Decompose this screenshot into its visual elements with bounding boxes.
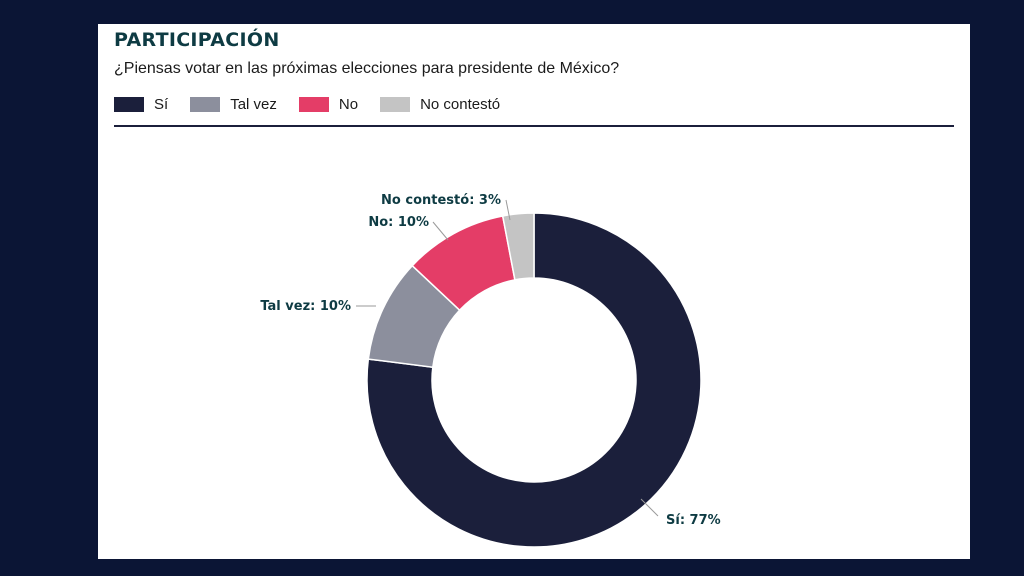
leader-line-si (640, 498, 659, 517)
legend-item-no-contesto: No contestó (380, 96, 500, 113)
leader-line-no-contesto (505, 199, 511, 221)
leader-line-no (432, 221, 449, 241)
legend-label-tal-vez: Tal vez (230, 95, 277, 113)
legend-label-no-contesto: No contestó (420, 95, 501, 113)
header-divider (114, 125, 954, 127)
data-label-si: Sí: 77% (666, 513, 721, 528)
legend-swatch-no-contesto (380, 96, 411, 112)
slice-no-contesto (501, 212, 535, 281)
chart-subtitle: ¿Piensas votar en las próximas eleccione… (114, 60, 620, 77)
chart-panel: PARTICIPACIÓN ¿Piensas votar en las próx… (98, 24, 970, 559)
legend-item-tal-vez: Tal vez (190, 96, 277, 113)
data-label-tal-vez: Tal vez: 10% (260, 299, 351, 314)
donut-chart: Sí: 77% Tal vez: 10% No: 10% No contestó: 3… (260, 193, 721, 548)
legend-label-no: No (338, 95, 359, 113)
chart-title: PARTICIPACIÓN (114, 29, 280, 51)
legend-swatch-si (114, 96, 144, 112)
legend-item-no: No (298, 95, 359, 113)
legend-swatch-no (298, 96, 329, 112)
legend-item-si: Sí (114, 96, 168, 113)
legend-swatch-tal-vez (190, 96, 221, 112)
data-label-no: No: 10% (368, 215, 429, 230)
legend-label-si: Sí (154, 95, 169, 113)
chart-legend: Sí Tal vez No No contestó (114, 94, 522, 114)
data-label-no-contesto: No contestó: 3% (381, 193, 501, 208)
slice-si (366, 212, 702, 548)
